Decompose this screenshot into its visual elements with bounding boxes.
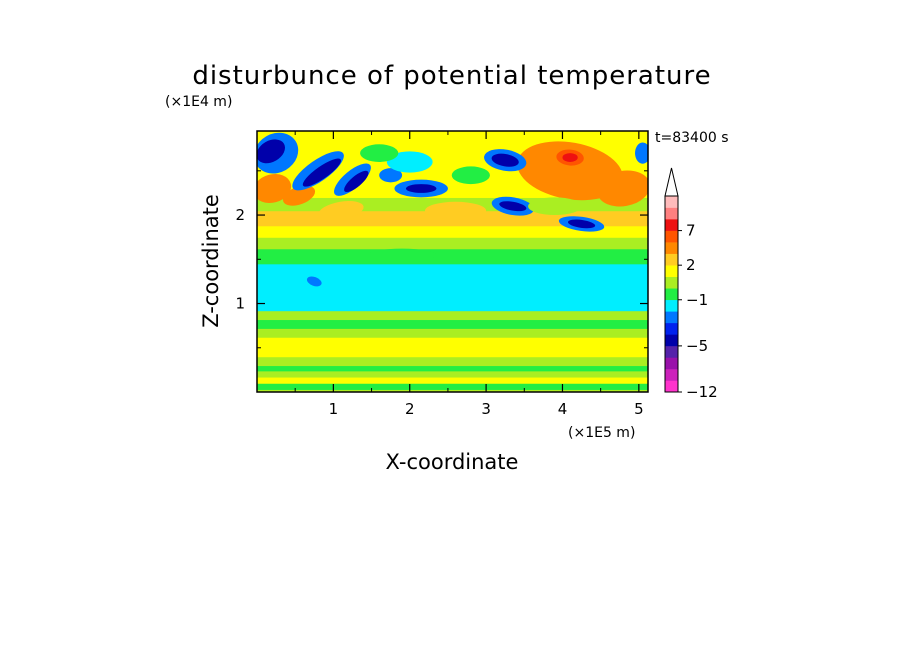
time-label: t=83400 s	[655, 130, 729, 146]
colorbar-swatch-5	[665, 322, 678, 335]
band-4	[257, 365, 648, 372]
x-tick-label: 4	[558, 400, 568, 418]
field-cell-29	[528, 197, 582, 216]
colorbar-swatch-10	[665, 265, 678, 278]
field-cell-1	[282, 185, 316, 206]
colorbar-swatch-1	[665, 368, 678, 381]
field-cell-30	[367, 248, 437, 262]
colorbar-tick-label: 7	[686, 222, 696, 240]
band-7	[257, 328, 648, 338]
colorbar-tick-label: −1	[686, 291, 708, 309]
x-tick-label: 1	[329, 400, 339, 418]
colorbar-swatch-9	[665, 276, 678, 289]
field-cell-14	[344, 170, 369, 193]
band-0	[257, 389, 648, 392]
colorbar-swatch-15	[665, 207, 678, 220]
band-3	[257, 370, 648, 378]
field-cell-31	[394, 287, 578, 302]
plot-frame	[256, 130, 649, 393]
colorbar-swatch-3	[665, 345, 678, 358]
x-unit-label: (×1E5 m)	[568, 425, 635, 441]
field-cell-2	[318, 201, 364, 221]
band-10	[257, 263, 648, 312]
colorbar: −12−5−127	[664, 167, 718, 401]
y-tick-label: 2	[235, 206, 245, 224]
band-1	[257, 383, 648, 390]
colorbar-swatch-4	[665, 334, 678, 347]
x-axis: 1 2 3 4 5	[294, 131, 644, 418]
colorbar-swatch-6	[665, 311, 678, 324]
band-6	[257, 337, 648, 358]
field-cell-19	[491, 153, 519, 167]
colorbar-swatch-12	[665, 242, 678, 254]
band-5	[257, 356, 648, 367]
field-cell-12	[302, 158, 342, 187]
field-cell-6	[562, 153, 578, 162]
colorbar-tick-label: 2	[686, 256, 696, 274]
band-12	[257, 237, 648, 250]
field-cell-0	[257, 173, 292, 204]
field-cell-10	[257, 139, 285, 164]
colorbar-swatch-0	[665, 380, 678, 393]
field-cell-16	[405, 184, 437, 193]
x-tick-label: 2	[405, 400, 415, 418]
x-tick-label: 5	[634, 400, 644, 418]
band-8	[257, 319, 648, 329]
colorbar-swatch-2	[665, 357, 678, 370]
y-axis: 12	[235, 170, 648, 349]
heatmap-field	[257, 131, 648, 392]
band-11	[257, 248, 648, 265]
x-tick-label: 3	[481, 400, 491, 418]
field-cell-25	[306, 276, 322, 287]
field-cell-21	[499, 201, 527, 212]
colorbar-swatch-13	[665, 230, 678, 243]
field-cell-28	[360, 144, 399, 162]
colorbar-swatch-14	[665, 219, 678, 231]
colorbar-tick-label: −12	[686, 383, 718, 401]
y-unit-label: (×1E4 m)	[165, 94, 232, 110]
y-tick-label: 1	[235, 295, 245, 313]
chart-title: disturbunce of potential temperature	[192, 61, 711, 91]
colorbar-swatch-16	[665, 196, 678, 208]
colorbar-swatch-8	[665, 288, 678, 301]
band-13	[257, 225, 648, 238]
field-cell-27	[451, 166, 490, 185]
colorbar-swatch-11	[665, 253, 678, 266]
colorbar-swatch-7	[665, 299, 678, 312]
field-cell-4	[597, 170, 648, 207]
band-2	[257, 376, 648, 384]
colorbar-tick-label: −5	[686, 337, 708, 355]
y-axis-label: Z-coordinate	[199, 194, 223, 328]
band-9	[257, 310, 648, 321]
colorbar-overflow-arrow	[664, 167, 679, 197]
x-axis-label: X-coordinate	[386, 450, 519, 474]
field-cell-24	[635, 142, 648, 164]
field-cell-3	[517, 141, 623, 201]
field-cell-26	[386, 151, 433, 173]
field-cell-17	[379, 168, 403, 183]
field-cell-7	[425, 201, 487, 220]
field-cell-23	[567, 219, 596, 229]
feature-layer	[257, 132, 648, 302]
